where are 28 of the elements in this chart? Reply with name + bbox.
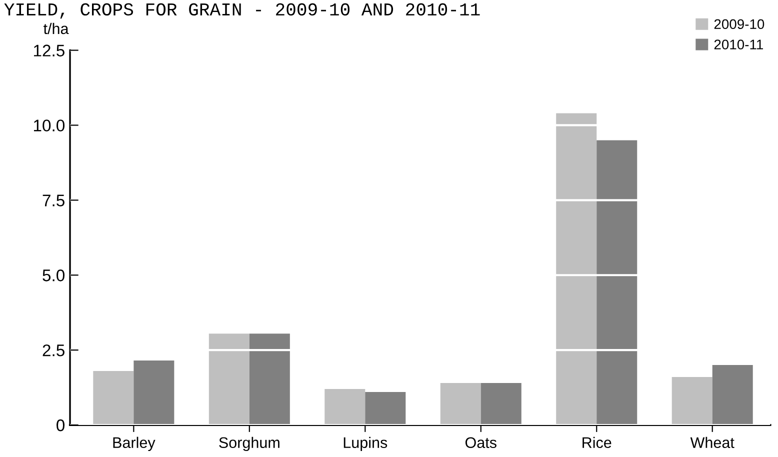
chart-title: YIELD, CROPS FOR GRAIN - 2009-10 AND 2010-11	[4, 3, 480, 19]
bar	[480, 383, 522, 426]
y-tick-label: 2.5	[42, 344, 64, 356]
x-tick-label: Oats	[465, 437, 496, 448]
legend-label: 2009-10	[714, 19, 764, 30]
x-tick-label: Wheat	[690, 436, 734, 448]
y-tick-label: 0	[56, 419, 65, 432]
bar	[249, 334, 290, 426]
bar	[440, 383, 481, 426]
bar	[712, 365, 753, 426]
x-tick-label: Barley	[113, 436, 156, 452]
bar	[365, 392, 406, 426]
bar	[556, 113, 597, 426]
bar	[324, 389, 366, 426]
bar	[208, 334, 250, 426]
x-tick-label: Rice	[582, 436, 612, 448]
x-tick-label: Sorghum	[219, 436, 280, 452]
y-tick-label: 12.5	[34, 44, 64, 56]
x-tick-label: Lupins	[344, 436, 388, 452]
bar	[672, 377, 712, 426]
y-tick-label: 5.0	[42, 270, 65, 282]
legend-label: 2010-11	[714, 40, 763, 50]
bar	[93, 371, 134, 426]
bar	[596, 140, 638, 426]
bar	[134, 360, 174, 426]
y-axis-title: t/ha	[44, 22, 69, 34]
y-tick-label: 7.5	[42, 194, 64, 206]
y-tick-label: 10.0	[34, 120, 65, 132]
